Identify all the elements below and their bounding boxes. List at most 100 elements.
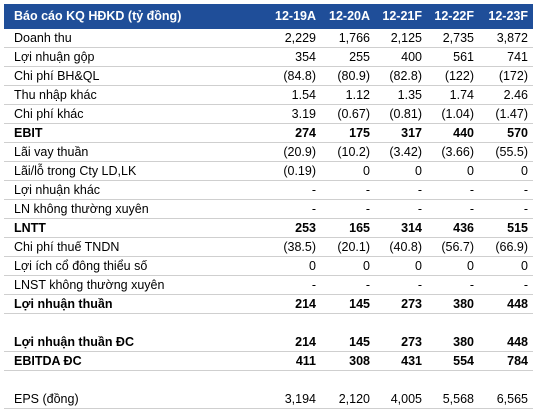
row-value: 145 [349,335,370,349]
row-value: 308 [349,354,370,368]
row-value: 4,005 [390,392,422,406]
table-row: Lợi nhuận khác - - - - - [4,181,533,200]
column-header-12-22f: 12-22F [434,9,474,23]
row-value: 436 [453,221,474,235]
row-value: (10.2) [337,145,370,159]
table-row: LNST không thường xuyên - - - - - [4,276,533,295]
table-row: LNTT 253 165 314 436 515 [4,219,533,238]
row-label: Lãi vay thuần [14,145,89,159]
row-label: Lợi ích cổ đông thiểu số [14,259,148,273]
row-value: (40.8) [389,240,422,254]
row-value: 448 [507,335,528,349]
row-value: - [469,278,474,292]
row-value: 741 [507,50,528,64]
column-header-12-20a: 12-20A [329,9,370,23]
row-value: 2,735 [442,31,474,45]
row-label: LNTT [14,221,46,235]
row-value: 0 [363,164,370,178]
row-value: 3,194 [284,392,316,406]
row-value: 0 [415,259,422,273]
table-row: Doanh thu 2,229 1,766 2,125 2,735 3,872 [4,29,533,48]
table-row: EBIT 274 175 317 440 570 [4,124,533,143]
row-value: (1.04) [441,107,474,121]
column-header-12-19a: 12-19A [275,9,316,23]
row-value: 0 [363,259,370,273]
row-value: (82.8) [389,69,422,83]
row-label: EPS (đồng) [14,392,79,406]
row-value: 314 [401,221,422,235]
row-label: EBIT [14,126,43,140]
row-value: (3.66) [441,145,474,159]
table-row: EBITDA ĐC 411 308 431 554 784 [4,352,533,371]
table-row: Lãi vay thuần (20.9) (10.2) (3.42) (3.66) (55… [4,143,533,162]
row-label: Doanh thu [14,31,72,45]
row-value: (38.5) [283,240,316,254]
row-value: 6,565 [496,392,528,406]
row-value: 255 [349,50,370,64]
row-value: - [365,183,370,197]
row-value: (0.19) [283,164,316,178]
table-row: Thu nhập khác 1.54 1.12 1.35 1.74 2.46 [4,86,533,105]
table-row: Lợi nhuận thuần ĐC 214 145 273 380 448 [4,333,533,352]
row-value: 1.12 [345,88,370,102]
row-value: (0.81) [389,107,422,121]
row-value: (1.47) [495,107,528,121]
row-value: 317 [401,126,422,140]
column-header-12-23f: 12-23F [488,9,528,23]
row-value: 2,229 [284,31,316,45]
row-value: (66.9) [495,240,528,254]
row-value: 0 [521,259,528,273]
table-row: Lợi nhuận thuần 214 145 273 380 448 [4,295,533,314]
row-value: 2,120 [338,392,370,406]
row-value: 1.74 [449,88,474,102]
row-label: Chi phí thuế TNDN [14,240,120,254]
row-value: 1,766 [338,31,370,45]
row-value: 0 [415,164,422,178]
row-label: LNST không thường xuyên [14,278,165,292]
row-value: (122) [444,69,474,83]
row-value: - [469,202,474,216]
row-label: Lợi nhuận thuần ĐC [14,335,134,349]
row-value: 411 [295,354,316,368]
table-row: Lợi ích cổ đông thiểu số 0 0 0 0 0 [4,257,533,276]
row-value: 1.54 [291,88,316,102]
row-value: 561 [453,50,474,64]
row-value: (84.8) [283,69,316,83]
row-value: 354 [295,50,316,64]
row-value: - [523,278,528,292]
row-value: 165 [349,221,370,235]
table-row: LN không thường xuyên - - - - - [4,200,533,219]
row-value: 0 [521,164,528,178]
row-value: 448 [507,297,528,311]
row-value: 0 [467,164,474,178]
row-value: 2,125 [390,31,422,45]
row-value: (172) [498,69,528,83]
row-label: LN không thường xuyên [14,202,149,216]
row-value: - [311,278,316,292]
row-label: Chi phí khác [14,107,84,121]
row-value: 5,568 [442,392,474,406]
row-value: 274 [295,126,316,140]
row-value: (80.9) [337,69,370,83]
row-value: 273 [401,297,422,311]
row-value: 440 [453,126,474,140]
row-value: 145 [349,297,370,311]
row-value: 3.19 [291,107,316,121]
row-value: 554 [453,354,474,368]
spacer-row [4,314,533,332]
spacer-row [4,371,533,389]
row-value: 1.35 [397,88,422,102]
table-title: Báo cáo KQ HĐKD (tỷ đồng) [14,9,182,23]
row-value: - [417,278,422,292]
row-value: 380 [453,335,474,349]
row-label: Lãi/lỗ trong Cty LD,LK [14,164,137,178]
row-value: (0.67) [337,107,370,121]
row-value: 253 [295,221,316,235]
row-value: - [523,202,528,216]
row-value: - [365,278,370,292]
row-value: - [417,202,422,216]
row-value: 214 [295,335,316,349]
row-value: 380 [453,297,474,311]
row-value: 515 [507,221,528,235]
row-value: 784 [507,354,528,368]
